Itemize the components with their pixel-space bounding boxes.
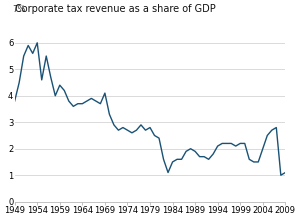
Text: Corporate tax revenue as a share of GDP: Corporate tax revenue as a share of GDP [15,4,215,14]
Text: 7%: 7% [12,5,25,14]
